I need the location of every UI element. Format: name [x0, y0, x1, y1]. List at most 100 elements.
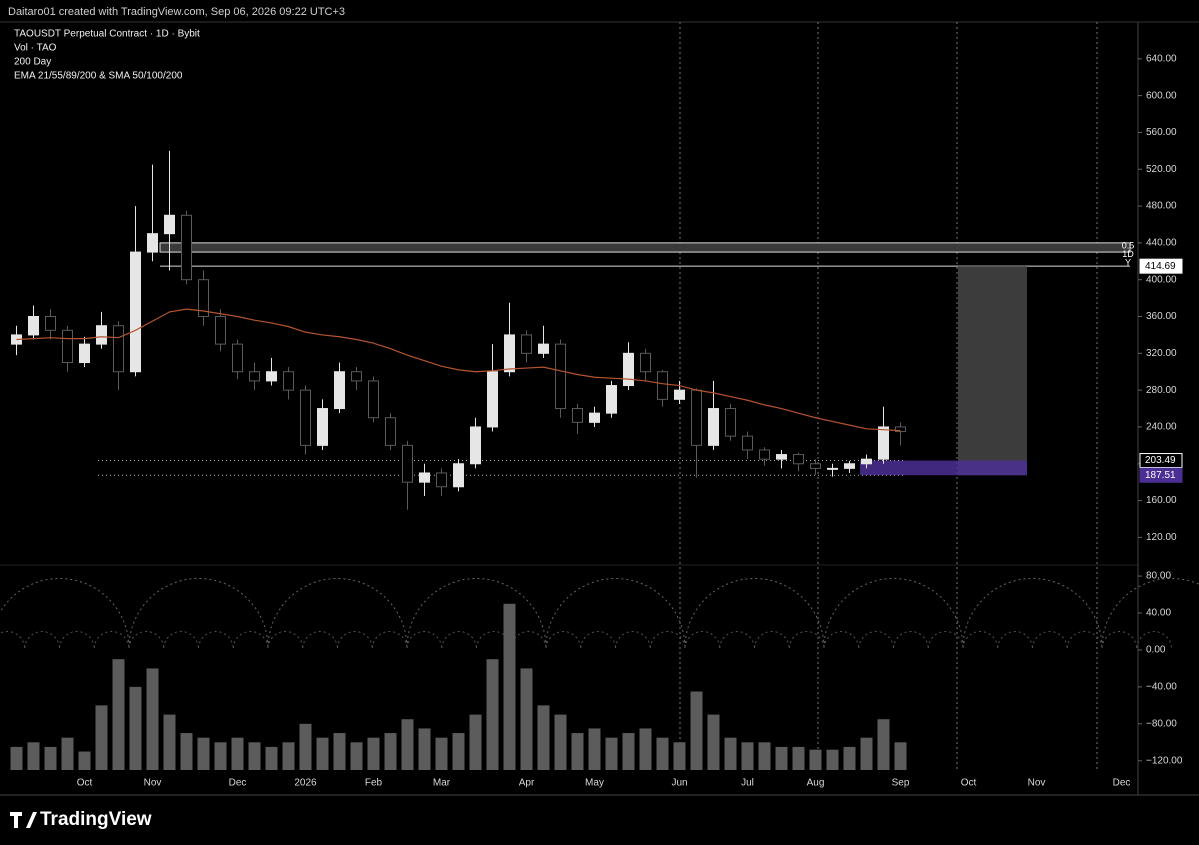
candle-body	[895, 426, 906, 433]
x-tick-label: Dec	[1113, 778, 1131, 789]
candle-body	[589, 412, 600, 423]
y-tick-label: 640.00	[1146, 53, 1177, 64]
volume-bar	[197, 737, 210, 770]
volume-bar	[384, 733, 397, 770]
cycle-arc	[93, 631, 130, 649]
y-tick-label: 80.00	[1146, 571, 1171, 582]
candle-body	[861, 458, 872, 465]
y-tick-label: 120.00	[1146, 532, 1177, 543]
x-tick-label: Feb	[365, 778, 383, 789]
x-tick-label: Apr	[519, 778, 535, 789]
cycle-arc	[128, 578, 269, 649]
volume-bar	[44, 746, 57, 770]
cycle-arc	[997, 631, 1033, 649]
y-tick-label: −80.00	[1146, 718, 1177, 729]
y-tick-label: 40.00	[1146, 608, 1171, 619]
price-label: 203.49	[1145, 455, 1176, 466]
volume-bar	[571, 733, 584, 770]
x-tick-label: Mar	[433, 778, 451, 789]
candle-body	[79, 343, 90, 364]
candle-body	[147, 233, 158, 253]
x-tick-label: Nov	[144, 778, 162, 789]
candle-body	[232, 343, 243, 373]
volume-bar	[707, 714, 720, 770]
volume-bar	[452, 733, 465, 770]
volume-bar	[248, 742, 261, 770]
candle-body	[351, 371, 362, 382]
cycle-arc	[232, 631, 269, 649]
cycle-arc	[59, 631, 95, 649]
cycle-arc	[1101, 631, 1138, 649]
plot: 640.00 600.00 560.00 520.00 480.00 440.00 400.…	[0, 22, 1199, 789]
volume-bar	[741, 742, 754, 770]
cycle-arc	[545, 631, 582, 649]
candle-body	[793, 454, 804, 465]
cycle-arc	[823, 631, 860, 649]
candle-body	[130, 251, 141, 373]
price-label-box	[1139, 467, 1183, 483]
volume-bar	[95, 705, 108, 770]
volume-bar	[265, 746, 278, 770]
cycle-arc	[788, 631, 825, 649]
candle-body	[572, 408, 583, 423]
cycle-arc	[371, 631, 408, 649]
cycle-arc	[441, 631, 477, 649]
candle-body	[300, 389, 311, 446]
volume-bar	[486, 659, 499, 770]
volume-bar	[231, 737, 244, 770]
brand: TradingView	[40, 809, 152, 830]
volume-bar	[554, 714, 567, 770]
volume-bar	[503, 603, 516, 770]
candle-body	[419, 472, 430, 483]
y-tick-label: 240.00	[1146, 422, 1177, 433]
projection-box	[958, 266, 1027, 476]
volume-bar	[180, 733, 193, 770]
candle-body	[606, 385, 617, 414]
cycle-arc	[302, 631, 338, 649]
cycle-arc	[684, 578, 825, 649]
y-tick-label: 0.00	[1146, 645, 1166, 656]
volume-bar	[843, 746, 856, 770]
y-tick-label: 400.00	[1146, 274, 1177, 285]
volume-bar	[146, 668, 159, 770]
cycle-arc	[24, 631, 60, 649]
candle-body	[674, 389, 685, 400]
candle-body	[436, 472, 447, 488]
volume-bar	[673, 742, 686, 770]
value-area-box	[860, 460, 1027, 476]
cycle-arc	[1066, 631, 1103, 649]
cycle-arc	[406, 631, 443, 649]
volume-bar	[282, 742, 295, 770]
candle-body	[28, 316, 39, 336]
y-tick-label: 560.00	[1146, 127, 1177, 138]
x-tick-label: Dec	[229, 778, 247, 789]
zone	[159, 242, 1131, 253]
cycle-arc	[858, 631, 894, 649]
cycle-arc	[0, 631, 26, 649]
candle-body	[368, 380, 379, 419]
volume-bar	[10, 746, 23, 770]
cycle-arc	[545, 578, 686, 649]
cycle-arc	[754, 631, 790, 649]
volume-bar	[690, 691, 703, 770]
price-label-box	[1139, 453, 1183, 469]
cycle-arc	[128, 631, 165, 649]
cycle-arc	[684, 631, 721, 649]
candle-body	[810, 463, 821, 469]
candle-body	[504, 334, 515, 373]
candle-body	[164, 214, 175, 235]
candle-body	[113, 325, 124, 373]
cycle-arc	[962, 631, 999, 649]
volume-bar	[758, 742, 771, 770]
volume-bar	[826, 749, 839, 770]
volume-bar	[520, 668, 533, 770]
volume-bar	[112, 659, 125, 770]
volume-bar	[435, 737, 448, 770]
volume-bar	[622, 733, 635, 770]
candle-body	[538, 343, 549, 354]
price-label: 187.51	[1145, 470, 1176, 481]
level-label: 1D	[1122, 249, 1134, 259]
candle-body	[827, 467, 838, 470]
volume-bar	[367, 737, 380, 770]
cycle-arc	[615, 631, 651, 649]
